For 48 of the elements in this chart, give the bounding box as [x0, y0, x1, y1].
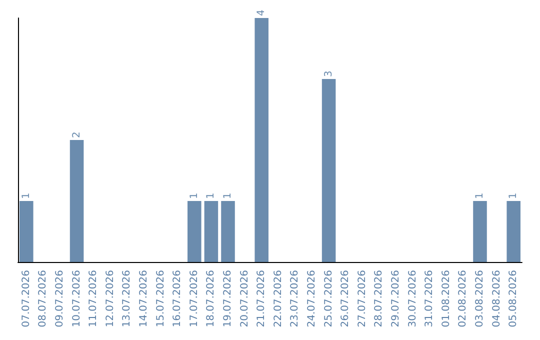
- x-tick-label: 18.07.2026: [206, 270, 217, 328]
- data-label: 3: [323, 70, 334, 77]
- data-label: 2: [71, 132, 82, 138]
- x-tick-label: 27.07.2026: [356, 270, 368, 328]
- bar: [188, 201, 202, 262]
- bar: [70, 140, 84, 262]
- x-tick-label: 31.07.2026: [424, 270, 436, 328]
- x-tick-label: 05.08.2026: [508, 270, 520, 328]
- x-tick-label: 26.07.2026: [340, 270, 352, 328]
- x-tick-label: 09.07.2026: [54, 270, 66, 328]
- data-label: 1: [206, 192, 217, 199]
- x-tick-label: 15.07.2026: [155, 270, 166, 328]
- bar: [254, 18, 268, 262]
- bar: [506, 201, 520, 262]
- x-tick-label: 16.07.2026: [172, 270, 184, 328]
- x-tick-label: 10.07.2026: [71, 270, 82, 328]
- x-tick-label: 01.08.2026: [440, 270, 452, 328]
- x-tick-label: 17.07.2026: [188, 270, 200, 328]
- x-tick-label: 30.07.2026: [407, 270, 418, 328]
- bar: [221, 201, 235, 262]
- x-tick-label: 24.07.2026: [306, 270, 318, 328]
- x-tick-label: 28.07.2026: [374, 270, 385, 328]
- bar: [204, 201, 218, 262]
- data-label: 1: [188, 192, 200, 199]
- x-tick-label: 23.07.2026: [290, 270, 301, 328]
- x-tick-label: 07.07.2026: [20, 270, 32, 328]
- x-tick-label: 11.07.2026: [88, 270, 100, 328]
- x-tick-label: 02.08.2026: [458, 270, 469, 328]
- x-tick-label: 04.08.2026: [491, 270, 502, 328]
- bar: [473, 201, 487, 262]
- x-tick-label: 19.07.2026: [222, 270, 234, 328]
- data-label: 1: [474, 192, 486, 199]
- x-tick-label: 03.08.2026: [474, 270, 486, 328]
- x-tick-label: 29.07.2026: [390, 270, 402, 328]
- x-tick-label: 13.07.2026: [122, 270, 133, 328]
- bar: [322, 79, 336, 262]
- x-tick-label: 21.07.2026: [256, 270, 268, 328]
- x-tick-label: 25.07.2026: [323, 270, 334, 328]
- x-tick-label: 14.07.2026: [138, 270, 150, 328]
- data-label: 1: [222, 192, 234, 199]
- data-label: 4: [256, 10, 268, 16]
- x-tick-label: 20.07.2026: [239, 270, 250, 328]
- x-tick-label: 22.07.2026: [272, 270, 284, 328]
- bar: [20, 201, 34, 262]
- x-tick-label: 12.07.2026: [104, 270, 116, 328]
- data-label: 1: [20, 192, 32, 199]
- data-label: 1: [508, 192, 520, 199]
- x-tick-label: 08.07.2026: [38, 270, 49, 328]
